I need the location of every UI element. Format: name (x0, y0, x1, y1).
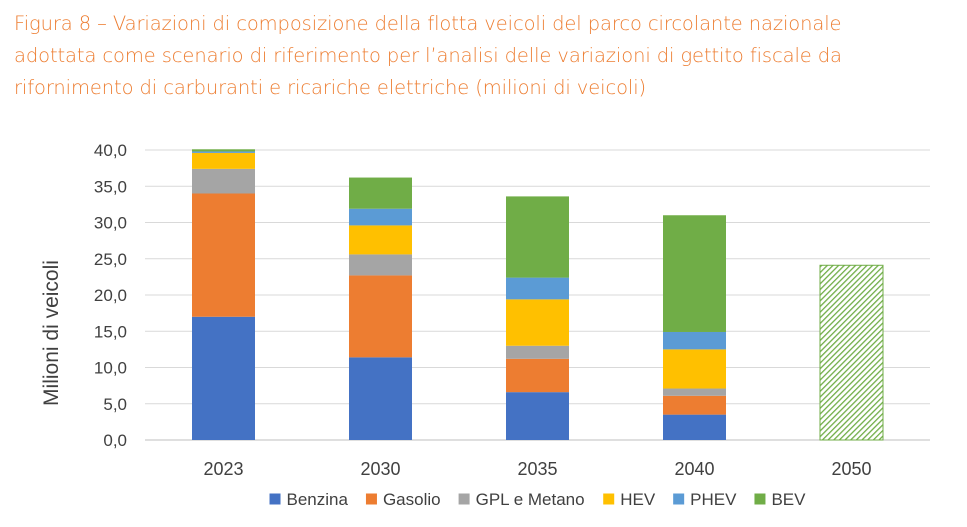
y-tick-label: 30,0 (94, 214, 127, 233)
bar-segment-phev (192, 151, 255, 153)
legend-swatch (458, 493, 470, 505)
bar-segment-bev (192, 149, 255, 152)
bars (192, 149, 884, 441)
bar-segment-phev (663, 331, 726, 350)
bar-segment-gasolio (506, 358, 569, 393)
legend-label: BEV (771, 490, 806, 509)
title-line-2: adottata come scenario di riferimento pe… (14, 44, 842, 67)
bar-hatched-total (820, 265, 883, 440)
y-tick-label: 20,0 (94, 286, 127, 305)
bar-segment-gpl-e-metano (663, 388, 726, 396)
y-tick-label: 15,0 (94, 322, 127, 341)
y-axis-label: Milioni di veicoli (40, 260, 63, 406)
bar-segment-gasolio (663, 395, 726, 415)
y-tick-label: 35,0 (94, 177, 127, 196)
title-line-1: Figura 8 – Variazioni di composizione de… (14, 12, 842, 35)
bar-segment-gpl-e-metano (192, 168, 255, 194)
bar-segment-gpl-e-metano (349, 254, 412, 276)
bar-segment-gasolio (349, 275, 412, 358)
bar-segment-benzina (192, 316, 255, 440)
legend-label: Gasolio (383, 490, 441, 509)
x-tick-label: 2035 (517, 459, 557, 479)
bar-hatched-outline (819, 264, 884, 441)
chart-title: Figura 8 – Variazioni di composizione de… (14, 8, 959, 104)
bar-segment-gpl-e-metano (506, 345, 569, 359)
bar-segment-bev (349, 177, 412, 209)
bar-segment-bev (506, 196, 569, 278)
legend-label: GPL e Metano (476, 490, 585, 509)
y-tick-label: 40,0 (94, 141, 127, 160)
bar-segment-hev (506, 299, 569, 346)
bar-segment-gasolio (192, 193, 255, 317)
legend-swatch (754, 493, 766, 505)
bar-segment-hev (663, 349, 726, 389)
x-tick-label: 2040 (674, 459, 714, 479)
x-tick-label: 2050 (831, 459, 871, 479)
title-line-3: rifornimento di carburanti e ricariche e… (14, 76, 647, 99)
bar-segment-phev (349, 208, 412, 226)
legend-swatch (365, 493, 377, 505)
x-tick-labels: 2023 2030 2035 2040 2050 (203, 459, 871, 479)
bar-segment-benzina (349, 357, 412, 440)
legend: Benzina Gasolio GPL e Metano HEV PHEV BEV (269, 490, 806, 509)
bar-segment-benzina (506, 392, 569, 440)
bar-segment-benzina (663, 414, 726, 440)
x-tick-label: 2030 (360, 459, 400, 479)
bar-segment-hev (349, 225, 412, 255)
bar-segment-bev (663, 215, 726, 332)
legend-swatch (603, 493, 615, 505)
legend-label: PHEV (690, 490, 737, 509)
bar-segment-phev (506, 277, 569, 300)
y-tick-label: 5,0 (103, 395, 127, 414)
x-tick-label: 2023 (203, 459, 243, 479)
y-tick-labels: 0,0 5,0 10,0 15,0 20,0 25,0 30,0 35,0 40,0 (94, 141, 127, 450)
legend-swatch (673, 493, 685, 505)
legend-label: Benzina (287, 490, 349, 509)
y-tick-label: 0,0 (103, 431, 127, 450)
y-tick-label: 10,0 (94, 359, 127, 378)
legend-swatch (269, 493, 281, 505)
legend-label: HEV (620, 490, 656, 509)
y-tick-label: 25,0 (94, 250, 127, 269)
bar-segment-hev (192, 152, 255, 169)
